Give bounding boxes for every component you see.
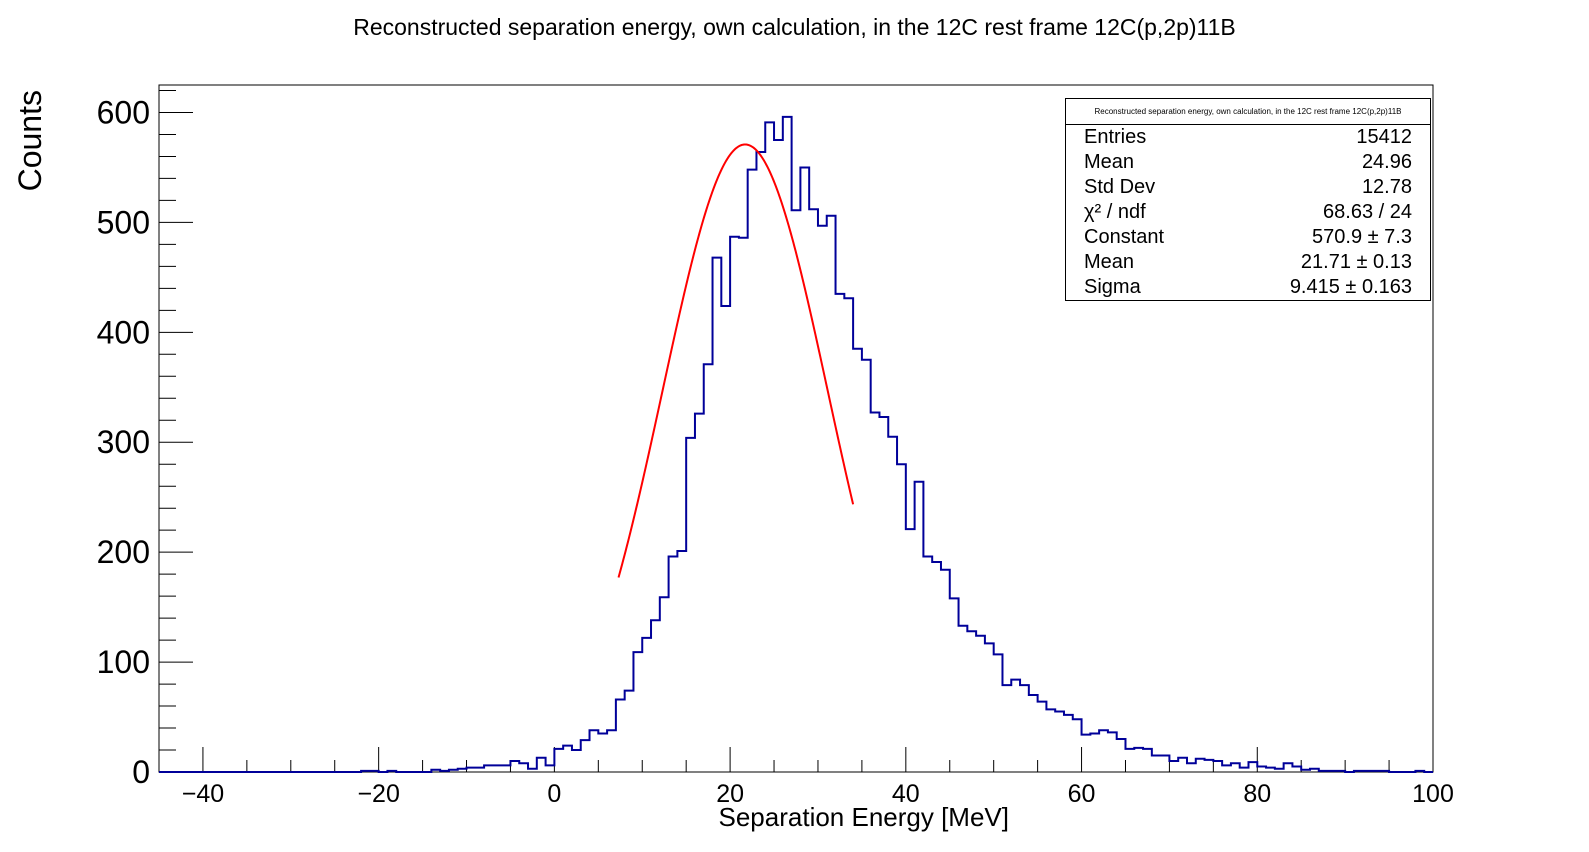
stats-key: Constant <box>1084 226 1165 248</box>
stats-row: Mean 24.96 <box>1066 150 1430 175</box>
stats-row: Std Dev 12.78 <box>1066 175 1430 200</box>
histogram-line <box>159 115 1433 773</box>
y-tick-label: 200 <box>97 534 150 570</box>
gaussian-fit-curve <box>617 143 855 578</box>
x-axis-label: Separation Energy [MeV] <box>719 802 1010 832</box>
stats-row: Mean 21.71 ± 0.13 <box>1066 250 1430 275</box>
stats-row: Sigma 9.415 ± 0.163 <box>1066 275 1430 300</box>
stats-key: Mean <box>1084 151 1135 173</box>
stats-value: 12.78 <box>1361 176 1412 198</box>
y-tick-label: 300 <box>97 424 150 460</box>
stats-title: Reconstructed separation energy, own cal… <box>1066 99 1430 125</box>
x-tick-label: 60 <box>1068 780 1096 808</box>
x-tick-label: 40 <box>892 780 920 808</box>
stats-row: χ² / ndf 68.63 / 24 <box>1066 200 1430 225</box>
stats-key: Mean <box>1084 251 1135 273</box>
x-tick-label: 0 <box>547 780 561 808</box>
stats-value: 24.96 <box>1361 151 1412 173</box>
chart-title: Reconstructed separation energy, own cal… <box>353 14 1236 40</box>
stats-key: Sigma <box>1084 276 1141 298</box>
stats-box: Reconstructed separation energy, own cal… <box>1065 98 1431 301</box>
y-axis-label: Counts <box>12 90 48 191</box>
stats-value: 15412 <box>1356 126 1412 148</box>
y-tick-label: 500 <box>97 204 150 240</box>
y-tick-label: 400 <box>97 314 150 350</box>
stats-value: 68.63 / 24 <box>1323 201 1412 223</box>
x-tick-label: 100 <box>1412 780 1454 808</box>
x-tick-label: 80 <box>1243 780 1271 808</box>
x-tick-label: −40 <box>182 780 224 808</box>
stats-value: 21.71 ± 0.13 <box>1300 251 1412 273</box>
stats-key: χ² / ndf <box>1084 201 1146 223</box>
y-tick-label: 100 <box>97 644 150 680</box>
plot-frame <box>158 84 1434 773</box>
y-tick-label: 0 <box>132 754 150 790</box>
stats-value: 570.9 ± 7.3 <box>1312 226 1412 248</box>
x-axis: −40 −20 0 20 40 60 80 100 <box>182 747 1454 808</box>
stats-row: Constant 570.9 ± 7.3 <box>1066 225 1430 250</box>
stats-row: Entries 15412 <box>1066 125 1430 150</box>
stats-value: 9.415 ± 0.163 <box>1289 276 1412 298</box>
y-axis: 0 100 200 300 400 500 600 <box>97 89 193 790</box>
stats-key: Std Dev <box>1084 176 1156 198</box>
x-tick-label: −20 <box>357 780 399 808</box>
stats-rows: Entries 15412 Mean 24.96 Std Dev 12.78 χ² / nd… <box>1066 125 1430 300</box>
y-tick-label: 600 <box>97 94 150 130</box>
x-tick-label: 20 <box>716 780 744 808</box>
stats-key: Entries <box>1084 126 1147 148</box>
